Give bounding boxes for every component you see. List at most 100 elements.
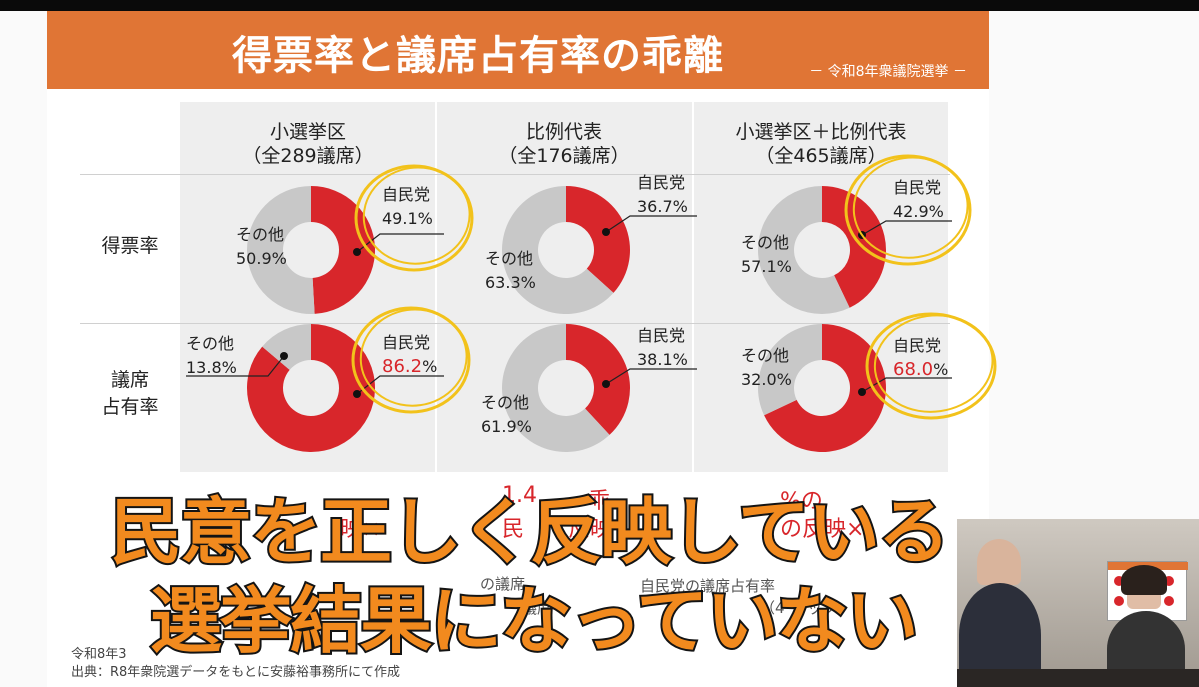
donut-slice-ldp <box>311 186 376 314</box>
donut-slice-other <box>757 186 850 315</box>
note-red-text: 1.4 <box>502 483 537 508</box>
note-red-text: 民 <box>502 517 525 542</box>
donut-slice-other <box>501 324 610 452</box>
slice-label-name: その他 <box>485 249 533 268</box>
slice-label-name: その他 <box>186 334 234 353</box>
donut-slice-ldp <box>822 186 886 308</box>
leader-dot <box>602 228 610 236</box>
row-header-seat-share: 議席 占有率 <box>75 367 185 421</box>
highlight-circle <box>351 306 471 414</box>
row-header-line: 得票率 <box>101 235 159 257</box>
leader-dot <box>353 390 361 398</box>
row-header-line: 議席 <box>110 369 149 391</box>
donut-slice-ldp <box>764 324 886 452</box>
note-red-text: %の <box>780 489 823 514</box>
column-header-line: （全465議席） <box>755 145 887 167</box>
leader-line <box>356 375 444 395</box>
pip-person-left <box>977 539 1021 585</box>
column-header-proportional: 比例代表 （全176議席） <box>439 120 689 168</box>
leader-line <box>186 355 285 377</box>
highlight-circle <box>844 154 972 266</box>
leader-dot <box>602 380 610 388</box>
leader-dot <box>280 352 288 360</box>
slice-label-value: 32.0% <box>741 370 792 389</box>
slice-label-value: 42.9% <box>893 202 944 221</box>
slice-label-value: 38.1% <box>637 350 688 369</box>
column-header-line: （全176議席） <box>498 145 630 167</box>
pip-board-chart <box>1164 596 1174 606</box>
highlight-circle <box>362 166 471 265</box>
leader-line <box>605 215 697 233</box>
leader-dot <box>858 388 866 396</box>
slice-label-name: 自民党 <box>893 336 941 355</box>
notes-area: 1.4 %の 乖 民 反映 の反映× 映× の議席 自民党の議席占有率 議席 （… <box>150 475 900 617</box>
donut-slice-ldp <box>566 186 630 293</box>
slice-label-value: 36.7% <box>637 197 688 216</box>
pip-board-chart <box>1114 576 1124 586</box>
donut-slice-other <box>262 324 311 370</box>
note-gray-text: 議席 <box>522 599 553 617</box>
slice-label-value: 50.9% <box>236 249 287 268</box>
note-gray-text: アップ <box>792 599 838 617</box>
donut-slice-other <box>757 324 822 416</box>
pip-person-right-hair <box>1121 565 1167 595</box>
column-header-line: 小選挙区 <box>269 121 346 143</box>
leader-line <box>861 220 952 236</box>
donut-slice-other <box>502 186 614 314</box>
highlight-circle <box>873 314 994 413</box>
note-red-text: 乖 <box>588 489 611 514</box>
note-gray-text: （4 <box>760 599 785 617</box>
highlight-circle <box>359 308 468 407</box>
slice-label-name: その他 <box>741 346 789 365</box>
leader-line <box>861 377 952 393</box>
title-banner: 得票率と議席占有率の乖離 － 令和8年衆議院選挙 － <box>47 11 989 89</box>
slice-label-value: 68.0% <box>893 359 948 380</box>
pip-board-chart <box>1164 576 1174 586</box>
row-header-vote-share: 得票率 <box>75 233 185 260</box>
slice-label-value: 63.3% <box>485 273 536 292</box>
caption-line-1: 民意を正しく反映している <box>108 488 952 576</box>
note-red-text: 反映 <box>568 517 613 542</box>
slice-label-name: 自民党 <box>382 333 430 352</box>
slice-label-name: 自民党 <box>637 173 685 192</box>
column-divider <box>692 102 694 472</box>
row-header-line: 占有率 <box>101 396 159 418</box>
source-note-line1: 令和8年3 <box>71 647 127 662</box>
slice-label-value: 57.1% <box>741 257 792 276</box>
column-header-combined: 小選挙区＋比例代表 （全465議席） <box>696 120 946 168</box>
row-divider <box>80 323 950 324</box>
donut-slice-ldp <box>566 324 631 435</box>
slide-subtitle: － 令和8年衆議院選挙 － <box>809 64 967 80</box>
note-gray-text: 自民党の議席占有率 <box>640 577 776 595</box>
top-bar <box>0 0 1199 11</box>
slice-label-name: 自民党 <box>382 185 430 204</box>
highlight-circle <box>865 312 997 420</box>
note-gray-text: の議席 <box>480 575 526 593</box>
pip-board-chart <box>1114 596 1124 606</box>
slice-label-value: 86.2% <box>382 356 437 377</box>
source-note-line2: 出典：R8年衆院選データをもとに安藤裕事務所にて作成 <box>71 665 401 680</box>
caption-line-2: 選挙結果になっていない <box>148 577 920 665</box>
highlight-circle <box>852 156 969 259</box>
column-header-line: 小選挙区＋比例代表 <box>735 121 907 143</box>
column-header-single-seat: 小選挙区 （全289議席） <box>183 120 433 168</box>
column-divider <box>435 102 437 472</box>
highlight-circle <box>354 164 474 272</box>
slice-label-name: 自民党 <box>637 326 685 345</box>
slice-label-value: 61.9% <box>481 417 532 436</box>
picture-in-picture-video <box>957 519 1199 687</box>
slice-label-name: その他 <box>481 393 529 412</box>
slide-title: 得票率と議席占有率の乖離 <box>232 33 724 79</box>
note-red-text: の反映× <box>780 517 865 542</box>
pip-desk <box>957 669 1199 687</box>
slice-label-name: その他 <box>236 225 284 244</box>
leader-line <box>605 368 697 385</box>
column-header-line: 比例代表 <box>525 121 602 143</box>
leader-dot <box>353 248 361 256</box>
slice-label-name: その他 <box>741 233 789 252</box>
row-divider <box>80 174 950 175</box>
note-red-text: 映× <box>340 517 381 542</box>
donut-slice-other <box>247 186 315 314</box>
donut-slice-ldp <box>246 324 375 452</box>
